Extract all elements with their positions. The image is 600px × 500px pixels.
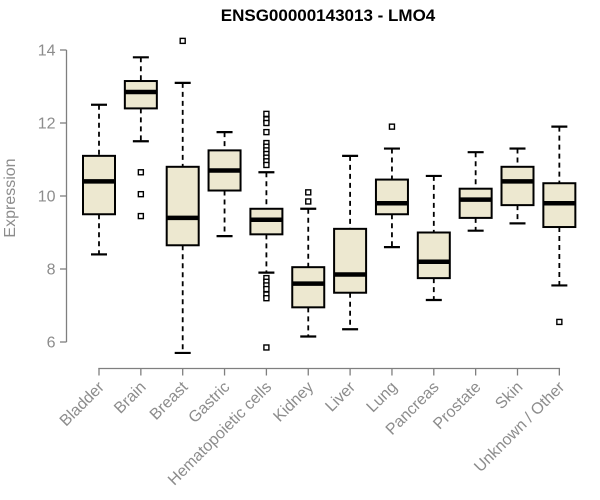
- iqr-box: [416, 231, 451, 280]
- outlier-point: [263, 128, 270, 136]
- outlier-point: [263, 110, 270, 118]
- y-axis-label: Expression: [2, 158, 19, 237]
- outlier-point: [305, 189, 312, 196]
- y-tick-label: 10: [38, 189, 56, 206]
- outlier-point: [556, 318, 563, 326]
- iqr-box: [458, 187, 493, 219]
- chart-title: ENSG00000143013 - LMO4: [221, 6, 436, 25]
- x-category-label: Liver: [322, 378, 359, 415]
- y-tick-label: 8: [47, 262, 56, 279]
- x-category-label: Breast: [147, 378, 192, 423]
- outlier-point: [137, 169, 145, 176]
- outlier-point: [263, 119, 270, 127]
- outlier-point: [263, 161, 270, 169]
- y-tick-label: 14: [38, 43, 56, 60]
- outlier-point: [137, 212, 145, 220]
- iqr-box: [333, 227, 368, 294]
- outlier-point: [263, 344, 270, 351]
- outlier-point: [305, 198, 312, 205]
- iqr-box: [123, 80, 158, 110]
- x-category-label: Brain: [111, 379, 149, 417]
- iqr-box: [291, 266, 326, 309]
- outlier-point: [179, 37, 186, 45]
- iqr-box: [500, 165, 535, 207]
- iqr-box: [165, 165, 200, 247]
- x-category-label: Skin: [492, 379, 526, 413]
- x-category-label: Kidney: [270, 379, 317, 426]
- y-tick-label: 6: [47, 335, 56, 352]
- outlier-point: [388, 123, 396, 130]
- outlier-point: [137, 190, 145, 198]
- x-category-label: Lung: [364, 379, 401, 416]
- iqr-box: [82, 154, 116, 216]
- outlier-point: [263, 295, 270, 302]
- y-tick-label: 12: [38, 116, 56, 133]
- outlier-point: [263, 285, 270, 293]
- iqr-box: [374, 178, 409, 216]
- x-category-label: Bladder: [57, 378, 108, 429]
